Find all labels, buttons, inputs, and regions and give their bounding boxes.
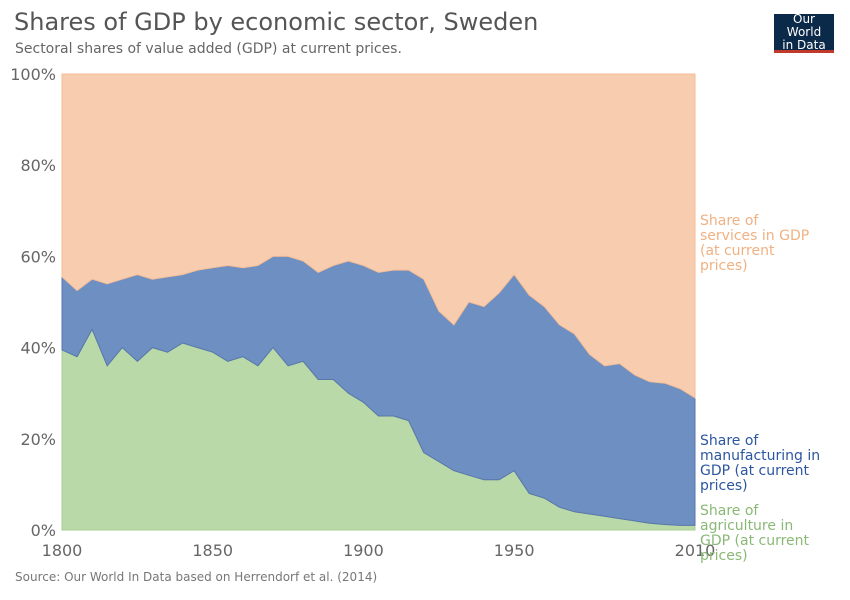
x-tick-label: 2010 bbox=[675, 541, 716, 560]
x-tick-label: 1900 bbox=[343, 541, 384, 560]
y-tick-label: 100% bbox=[10, 65, 56, 84]
chart-title: Shares of GDP by economic sector, Sweden bbox=[14, 8, 539, 36]
logo-line-1: Our World bbox=[786, 11, 822, 39]
area-series bbox=[61, 73, 696, 531]
y-tick-label: 40% bbox=[20, 339, 56, 358]
manufacturing-series-label: Share of manufacturing in GDP (at current p… bbox=[700, 433, 820, 494]
services-series-label: Share of services in GDP (at current prices… bbox=[700, 213, 809, 274]
logo-line-2: in Data bbox=[782, 37, 826, 52]
series-labels: Share of agriculture in GDP (at current pri… bbox=[700, 213, 820, 564]
y-axis-ticks: 0% 20% 40% 60% 80% 100% bbox=[10, 65, 56, 540]
y-tick-label: 0% bbox=[31, 521, 56, 540]
y-tick-label: 20% bbox=[20, 430, 56, 449]
services-area[interactable] bbox=[61, 73, 696, 399]
x-tick-label: 1950 bbox=[494, 541, 535, 560]
y-tick-label: 80% bbox=[20, 156, 56, 175]
x-axis-ticks: 1800 1850 1900 1950 2010 bbox=[42, 541, 716, 560]
x-tick-label: 1850 bbox=[192, 541, 233, 560]
y-tick-label: 60% bbox=[20, 247, 56, 266]
x-tick-label: 1800 bbox=[42, 541, 83, 560]
source-note: Source: Our World In Data based on Herre… bbox=[15, 570, 378, 584]
agriculture-series-label: Share of agriculture in GDP (at current pri… bbox=[700, 503, 810, 564]
owid-logo[interactable]: Our World in Data bbox=[774, 11, 834, 53]
chart-subtitle: Sectoral shares of value added (GDP) at … bbox=[15, 41, 402, 57]
